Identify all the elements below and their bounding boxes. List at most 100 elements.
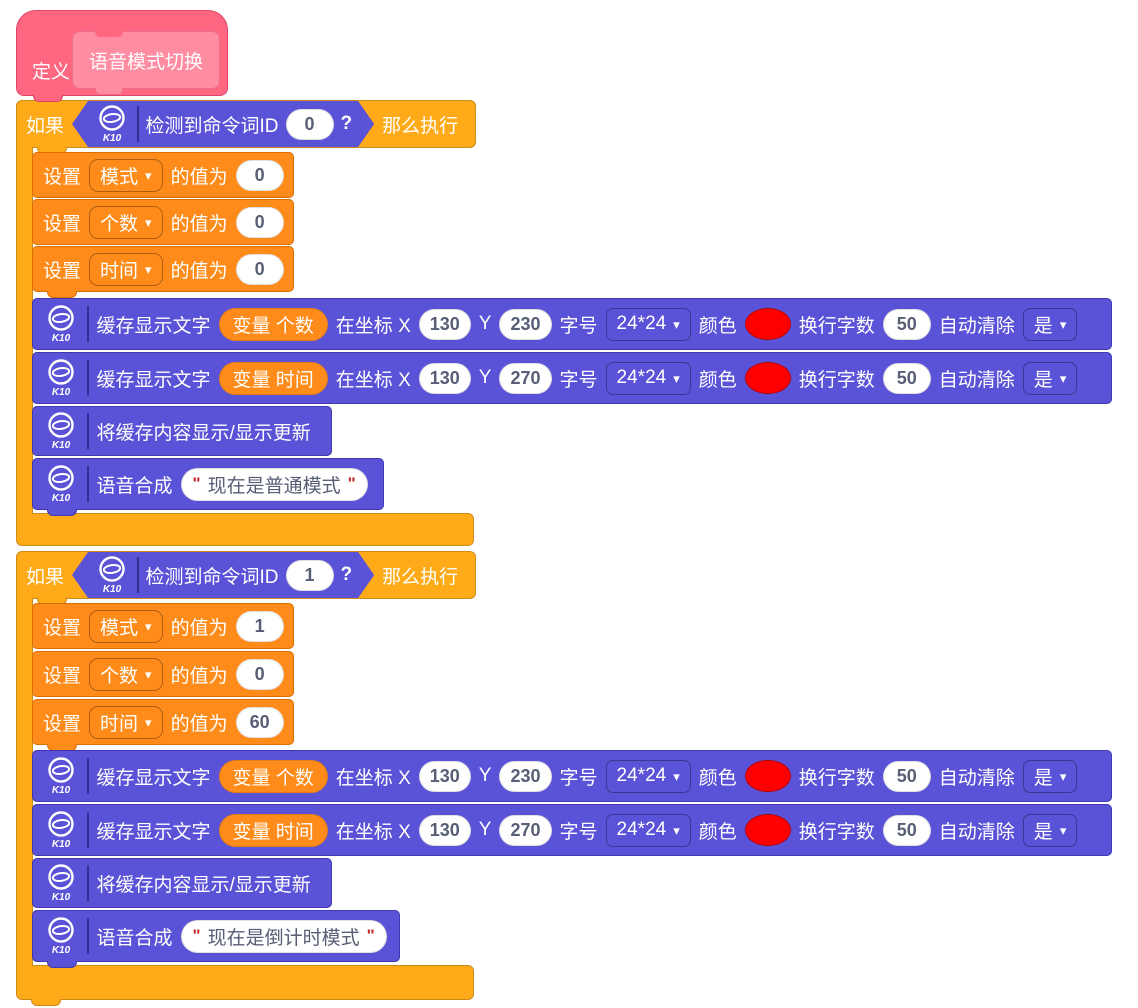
k10-icon: K10 bbox=[43, 304, 79, 344]
value-input[interactable]: 0 bbox=[235, 253, 284, 285]
k10-icon: K10 bbox=[43, 863, 79, 903]
procedure-prototype-block[interactable]: 语音模式切换 bbox=[72, 31, 220, 95]
refresh-display-block[interactable]: K10 将缓存内容显示/显示更新 bbox=[32, 406, 332, 456]
tts-block[interactable]: K10 语音合成 " 现在是倒计时模式 " bbox=[32, 910, 400, 968]
separator bbox=[87, 306, 89, 342]
value-input[interactable]: 1 bbox=[235, 610, 284, 642]
x-input[interactable]: 130 bbox=[418, 760, 471, 792]
tts-label: 语音合成 bbox=[96, 927, 173, 949]
wrap-count-input[interactable]: 50 bbox=[882, 308, 931, 340]
auto-clear-dropdown[interactable]: 是 ▾ bbox=[1022, 361, 1078, 395]
tts-text-input[interactable]: " 现在是普通模式 " bbox=[180, 467, 368, 501]
set-variable-block[interactable]: 设置 个数 ▾ 的值为 0 bbox=[32, 651, 294, 697]
variable-reporter[interactable]: 变量 个数 bbox=[218, 307, 328, 341]
set-to-label: 的值为 bbox=[170, 665, 228, 687]
font-size-label: 字号 bbox=[559, 821, 598, 843]
command-id-input[interactable]: 1 bbox=[286, 560, 334, 591]
variable-reporter[interactable]: 变量 个数 bbox=[218, 759, 328, 793]
define-hat-block[interactable]: 定义 语音模式切换 bbox=[16, 10, 228, 102]
set-variable-block[interactable]: 设置 模式 ▾ 的值为 0 bbox=[32, 152, 294, 198]
cache-display-text-block[interactable]: K10 缓存显示文字 变量 时间 在坐标 X 130 Y 270 字号 24*2… bbox=[32, 804, 1112, 856]
value-input[interactable]: 0 bbox=[235, 206, 284, 238]
value-input[interactable]: 60 bbox=[235, 706, 284, 738]
coord-y-label: Y bbox=[478, 367, 492, 388]
set-to-label: 的值为 bbox=[170, 213, 228, 235]
variable-dropdown[interactable]: 时间 ▾ bbox=[89, 252, 163, 286]
if-block-bottom-bar[interactable] bbox=[16, 965, 474, 1006]
y-input[interactable]: 270 bbox=[499, 814, 552, 846]
set-variable-block[interactable]: 设置 时间 ▾ 的值为 0 bbox=[32, 246, 294, 298]
tts-text-input[interactable]: " 现在是倒计时模式 " bbox=[180, 919, 387, 953]
command-id-input[interactable]: 0 bbox=[286, 109, 334, 140]
wrap-count-input[interactable]: 50 bbox=[882, 814, 931, 846]
wrap-count-input[interactable]: 50 bbox=[882, 760, 931, 792]
variable-dropdown[interactable]: 时间 ▾ bbox=[89, 705, 163, 739]
chevron-down-icon: ▾ bbox=[145, 261, 152, 277]
font-size-dropdown[interactable]: 24*24 ▾ bbox=[605, 361, 691, 395]
join-patch bbox=[17, 963, 32, 967]
k10-icon: K10 bbox=[43, 464, 79, 504]
coord-x-label: 在坐标 X bbox=[335, 821, 411, 843]
detect-command-condition-block[interactable]: K10 检测到命令词ID 1 ? bbox=[72, 552, 374, 598]
close-quote: " bbox=[347, 474, 356, 493]
dropdown-value: 是 bbox=[1033, 821, 1053, 843]
separator bbox=[87, 360, 89, 396]
font-size-dropdown[interactable]: 24*24 ▾ bbox=[605, 307, 691, 341]
color-swatch[interactable] bbox=[744, 308, 791, 340]
font-size-label: 字号 bbox=[559, 767, 598, 789]
set-to-label: 的值为 bbox=[170, 166, 228, 188]
cache-display-text-block[interactable]: K10 缓存显示文字 变量 时间 在坐标 X 130 Y 270 字号 24*2… bbox=[32, 352, 1112, 404]
coord-x-label: 在坐标 X bbox=[335, 767, 411, 789]
y-input[interactable]: 270 bbox=[499, 362, 552, 394]
detect-command-condition-block[interactable]: K10 检测到命令词ID 0 ? bbox=[72, 101, 374, 147]
cache-display-text-block[interactable]: K10 缓存显示文字 变量 个数 在坐标 X 130 Y 230 字号 24*2… bbox=[32, 298, 1112, 350]
cache-display-text-block[interactable]: K10 缓存显示文字 变量 个数 在坐标 X 130 Y 230 字号 24*2… bbox=[32, 750, 1112, 802]
auto-clear-dropdown[interactable]: 是 ▾ bbox=[1022, 813, 1078, 847]
variable-reporter[interactable]: 变量 时间 bbox=[218, 361, 328, 395]
font-size-dropdown[interactable]: 24*24 ▾ bbox=[605, 759, 691, 793]
variable-dropdown[interactable]: 个数 ▾ bbox=[89, 205, 163, 239]
value-input[interactable]: 0 bbox=[235, 159, 284, 191]
color-swatch[interactable] bbox=[744, 362, 791, 394]
chevron-down-icon: ▾ bbox=[673, 822, 680, 838]
value-input[interactable]: 0 bbox=[235, 658, 284, 690]
open-quote: " bbox=[192, 926, 201, 945]
tts-block[interactable]: K10 语音合成 " 现在是普通模式 " bbox=[32, 458, 384, 516]
wrap-label: 换行字数 bbox=[798, 821, 875, 843]
set-variable-block[interactable]: 设置 个数 ▾ 的值为 0 bbox=[32, 199, 294, 245]
block-bump bbox=[47, 961, 77, 968]
y-input[interactable]: 230 bbox=[499, 308, 552, 340]
refresh-display-block[interactable]: K10 将缓存内容显示/显示更新 bbox=[32, 858, 332, 908]
auto-clear-dropdown[interactable]: 是 ▾ bbox=[1022, 759, 1078, 793]
variable-dropdown[interactable]: 个数 ▾ bbox=[89, 657, 163, 691]
separator bbox=[87, 413, 89, 449]
x-input[interactable]: 130 bbox=[418, 308, 471, 340]
x-input[interactable]: 130 bbox=[418, 362, 471, 394]
variable-reporter[interactable]: 变量 时间 bbox=[218, 813, 328, 847]
block-bump bbox=[47, 291, 77, 298]
wrap-label: 换行字数 bbox=[798, 369, 875, 391]
color-swatch[interactable] bbox=[744, 760, 791, 792]
auto-clear-dropdown[interactable]: 是 ▾ bbox=[1022, 307, 1078, 341]
variable-dropdown[interactable]: 模式 ▾ bbox=[89, 158, 163, 192]
set-label: 设置 bbox=[43, 260, 82, 282]
join-patch bbox=[17, 145, 32, 149]
chevron-down-icon: ▾ bbox=[145, 214, 152, 230]
if-label: 如果 bbox=[26, 115, 65, 137]
set-variable-block[interactable]: 设置 模式 ▾ 的值为 1 bbox=[32, 603, 294, 649]
set-variable-block[interactable]: 设置 时间 ▾ 的值为 60 bbox=[32, 699, 294, 751]
tts-text-value: 现在是倒计时模式 bbox=[207, 927, 360, 949]
variable-dropdown[interactable]: 模式 ▾ bbox=[89, 609, 163, 643]
if-block-bottom-bar[interactable] bbox=[16, 513, 474, 546]
x-input[interactable]: 130 bbox=[418, 814, 471, 846]
y-input[interactable]: 230 bbox=[499, 760, 552, 792]
font-size-dropdown[interactable]: 24*24 ▾ bbox=[605, 813, 691, 847]
auto-clear-label: 自动清除 bbox=[938, 315, 1015, 337]
separator bbox=[137, 557, 139, 593]
k10-icon: K10 bbox=[43, 358, 79, 398]
chevron-down-icon: ▾ bbox=[673, 370, 680, 386]
wrap-count-input[interactable]: 50 bbox=[882, 362, 931, 394]
color-swatch[interactable] bbox=[744, 814, 791, 846]
procedure-name: 语音模式切换 bbox=[88, 51, 203, 73]
